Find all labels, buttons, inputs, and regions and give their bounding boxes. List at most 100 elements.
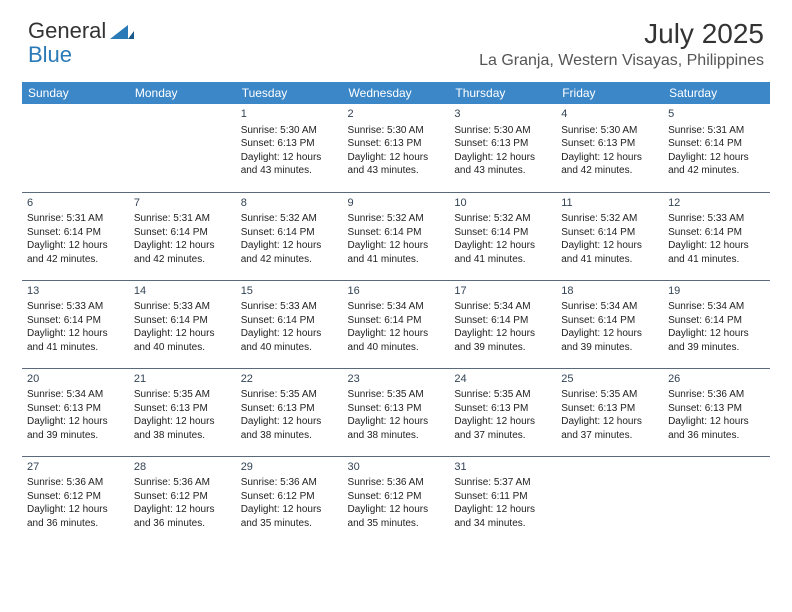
daylight-line: Daylight: 12 hours and 35 minutes. (348, 503, 445, 530)
sunset-line: Sunset: 6:13 PM (241, 137, 338, 151)
sunrise-line: Sunrise: 5:33 AM (668, 212, 765, 226)
daylight-line: Daylight: 12 hours and 36 minutes. (134, 503, 231, 530)
sunrise-line: Sunrise: 5:35 AM (454, 388, 551, 402)
day-number: 26 (668, 372, 765, 387)
calendar-cell (129, 104, 236, 192)
daylight-line: Daylight: 12 hours and 40 minutes. (134, 327, 231, 354)
day-number: 16 (348, 284, 445, 299)
sunset-line: Sunset: 6:13 PM (348, 137, 445, 151)
calendar-cell (556, 456, 663, 544)
sunrise-line: Sunrise: 5:30 AM (561, 124, 658, 138)
calendar-cell: 23Sunrise: 5:35 AMSunset: 6:13 PMDayligh… (343, 368, 450, 456)
calendar-cell: 29Sunrise: 5:36 AMSunset: 6:12 PMDayligh… (236, 456, 343, 544)
daylight-line: Daylight: 12 hours and 39 minutes. (561, 327, 658, 354)
logo-triangle-icon (110, 23, 134, 39)
calendar-cell: 16Sunrise: 5:34 AMSunset: 6:14 PMDayligh… (343, 280, 450, 368)
sunrise-line: Sunrise: 5:35 AM (134, 388, 231, 402)
sunset-line: Sunset: 6:14 PM (27, 226, 124, 240)
calendar-cell: 8Sunrise: 5:32 AMSunset: 6:14 PMDaylight… (236, 192, 343, 280)
calendar-cell: 31Sunrise: 5:37 AMSunset: 6:11 PMDayligh… (449, 456, 556, 544)
sunset-line: Sunset: 6:12 PM (27, 490, 124, 504)
day-number: 17 (454, 284, 551, 299)
daylight-line: Daylight: 12 hours and 43 minutes. (348, 151, 445, 178)
day-number: 21 (134, 372, 231, 387)
daylight-line: Daylight: 12 hours and 42 minutes. (134, 239, 231, 266)
day-number: 7 (134, 196, 231, 211)
sunset-line: Sunset: 6:14 PM (454, 314, 551, 328)
daylight-line: Daylight: 12 hours and 37 minutes. (561, 415, 658, 442)
calendar-table: SundayMondayTuesdayWednesdayThursdayFrid… (22, 82, 770, 544)
sunrise-line: Sunrise: 5:32 AM (241, 212, 338, 226)
daylight-line: Daylight: 12 hours and 40 minutes. (348, 327, 445, 354)
sunset-line: Sunset: 6:13 PM (454, 402, 551, 416)
sunrise-line: Sunrise: 5:34 AM (348, 300, 445, 314)
logo-text-blue: Blue (28, 42, 72, 68)
sunset-line: Sunset: 6:13 PM (561, 402, 658, 416)
calendar-cell: 15Sunrise: 5:33 AMSunset: 6:14 PMDayligh… (236, 280, 343, 368)
sunset-line: Sunset: 6:14 PM (134, 226, 231, 240)
day-header-friday: Friday (556, 82, 663, 104)
title-block: July 2025 La Granja, Western Visayas, Ph… (479, 18, 764, 70)
day-number: 11 (561, 196, 658, 211)
day-number: 23 (348, 372, 445, 387)
daylight-line: Daylight: 12 hours and 41 minutes. (454, 239, 551, 266)
sunset-line: Sunset: 6:14 PM (454, 226, 551, 240)
daylight-line: Daylight: 12 hours and 42 minutes. (27, 239, 124, 266)
sunrise-line: Sunrise: 5:36 AM (348, 476, 445, 490)
sunset-line: Sunset: 6:14 PM (561, 226, 658, 240)
sunset-line: Sunset: 6:13 PM (134, 402, 231, 416)
daylight-line: Daylight: 12 hours and 40 minutes. (241, 327, 338, 354)
day-header-tuesday: Tuesday (236, 82, 343, 104)
sunrise-line: Sunrise: 5:34 AM (561, 300, 658, 314)
day-number: 14 (134, 284, 231, 299)
daylight-line: Daylight: 12 hours and 34 minutes. (454, 503, 551, 530)
day-number: 19 (668, 284, 765, 299)
calendar-cell: 12Sunrise: 5:33 AMSunset: 6:14 PMDayligh… (663, 192, 770, 280)
daylight-line: Daylight: 12 hours and 35 minutes. (241, 503, 338, 530)
daylight-line: Daylight: 12 hours and 42 minutes. (241, 239, 338, 266)
calendar-cell: 26Sunrise: 5:36 AMSunset: 6:13 PMDayligh… (663, 368, 770, 456)
day-number: 31 (454, 460, 551, 475)
sunset-line: Sunset: 6:14 PM (668, 137, 765, 151)
daylight-line: Daylight: 12 hours and 36 minutes. (668, 415, 765, 442)
calendar-cell: 19Sunrise: 5:34 AMSunset: 6:14 PMDayligh… (663, 280, 770, 368)
daylight-line: Daylight: 12 hours and 39 minutes. (454, 327, 551, 354)
day-number: 27 (27, 460, 124, 475)
sunrise-line: Sunrise: 5:35 AM (348, 388, 445, 402)
daylight-line: Daylight: 12 hours and 41 minutes. (348, 239, 445, 266)
sunset-line: Sunset: 6:11 PM (454, 490, 551, 504)
calendar-header-row: SundayMondayTuesdayWednesdayThursdayFrid… (22, 82, 770, 104)
sunset-line: Sunset: 6:12 PM (134, 490, 231, 504)
calendar-cell: 7Sunrise: 5:31 AMSunset: 6:14 PMDaylight… (129, 192, 236, 280)
sunrise-line: Sunrise: 5:32 AM (348, 212, 445, 226)
calendar-cell (22, 104, 129, 192)
sunset-line: Sunset: 6:13 PM (668, 402, 765, 416)
calendar-cell: 13Sunrise: 5:33 AMSunset: 6:14 PMDayligh… (22, 280, 129, 368)
sunrise-line: Sunrise: 5:34 AM (668, 300, 765, 314)
daylight-line: Daylight: 12 hours and 38 minutes. (348, 415, 445, 442)
sunrise-line: Sunrise: 5:36 AM (241, 476, 338, 490)
daylight-line: Daylight: 12 hours and 41 minutes. (561, 239, 658, 266)
sunset-line: Sunset: 6:14 PM (561, 314, 658, 328)
daylight-line: Daylight: 12 hours and 42 minutes. (561, 151, 658, 178)
day-number: 20 (27, 372, 124, 387)
sunrise-line: Sunrise: 5:36 AM (134, 476, 231, 490)
daylight-line: Daylight: 12 hours and 43 minutes. (241, 151, 338, 178)
day-header-sunday: Sunday (22, 82, 129, 104)
sunrise-line: Sunrise: 5:34 AM (27, 388, 124, 402)
calendar-cell (663, 456, 770, 544)
sunrise-line: Sunrise: 5:35 AM (561, 388, 658, 402)
calendar-cell: 18Sunrise: 5:34 AMSunset: 6:14 PMDayligh… (556, 280, 663, 368)
day-header-saturday: Saturday (663, 82, 770, 104)
day-number: 15 (241, 284, 338, 299)
sunrise-line: Sunrise: 5:37 AM (454, 476, 551, 490)
sunrise-line: Sunrise: 5:34 AM (454, 300, 551, 314)
calendar-cell: 17Sunrise: 5:34 AMSunset: 6:14 PMDayligh… (449, 280, 556, 368)
sunrise-line: Sunrise: 5:32 AM (454, 212, 551, 226)
sunset-line: Sunset: 6:14 PM (241, 226, 338, 240)
day-number: 5 (668, 107, 765, 122)
day-number: 8 (241, 196, 338, 211)
calendar-body: 1Sunrise: 5:30 AMSunset: 6:13 PMDaylight… (22, 104, 770, 544)
sunrise-line: Sunrise: 5:33 AM (241, 300, 338, 314)
sunset-line: Sunset: 6:13 PM (561, 137, 658, 151)
